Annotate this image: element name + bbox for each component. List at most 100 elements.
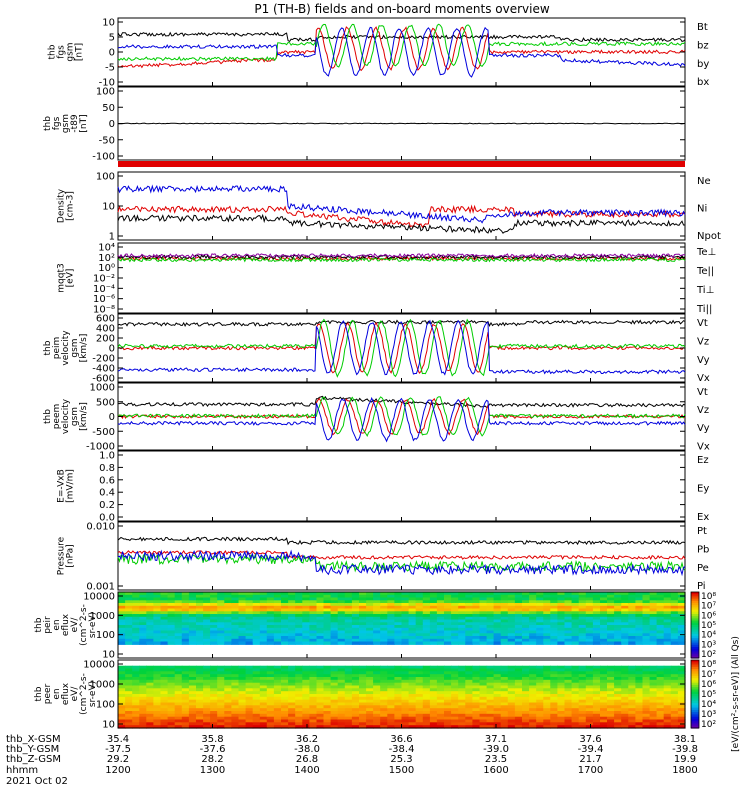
- heatmap-cell: [238, 722, 247, 726]
- heatmap-cell: [344, 722, 353, 726]
- heatmap-cell: [146, 705, 154, 709]
- heatmap-cell: [600, 668, 608, 672]
- heatmap-cell: [160, 713, 169, 718]
- heatmap-cell: [522, 696, 530, 701]
- heatmap-cell: [259, 685, 268, 689]
- heatmap-cell: [167, 668, 176, 672]
- heatmap-cell: [479, 611, 488, 615]
- heatmap-cell: [592, 677, 601, 681]
- heatmap-cell: [139, 625, 147, 629]
- heatmap-cell: [167, 711, 176, 715]
- heatmap-cell: [444, 691, 452, 695]
- heatmap-cell: [550, 603, 558, 607]
- heatmap-cell: [366, 725, 374, 729]
- heatmap-cell: [295, 608, 303, 612]
- legend-entry: Bt: [697, 22, 708, 33]
- heatmap-cell: [330, 696, 339, 701]
- x-tick-label: -39.8: [672, 744, 698, 755]
- heatmap-cell: [160, 592, 169, 596]
- heatmap-cell: [436, 685, 445, 689]
- heatmap-cell: [125, 594, 133, 599]
- heatmap-cell: [153, 616, 162, 621]
- heatmap-cell: [387, 614, 395, 618]
- heatmap-cell: [316, 600, 325, 604]
- heatmap-cell: [224, 696, 232, 701]
- heatmap-cell: [252, 699, 261, 704]
- heatmap-cell: [359, 713, 367, 718]
- heatmap-cell: [238, 594, 247, 599]
- heatmap-cell: [373, 594, 381, 599]
- heatmap-cell: [543, 694, 551, 698]
- colorbar-tick-label: 10⁶: [701, 680, 716, 690]
- heatmap-cell: [118, 616, 126, 621]
- heatmap-cell: [451, 627, 459, 632]
- heatmap-cell: [571, 636, 580, 640]
- heatmap-cell: [351, 702, 360, 706]
- heatmap-cell: [600, 603, 608, 607]
- heatmap-cell: [266, 622, 275, 626]
- trace-Vy: [117, 318, 686, 378]
- heatmap-cell: [387, 694, 395, 698]
- heatmap-cell: [649, 603, 658, 607]
- heatmap-cell: [571, 600, 580, 604]
- heatmap-cell: [458, 614, 466, 618]
- heatmap-cell: [536, 611, 544, 615]
- heatmap-cell: [564, 719, 573, 723]
- heatmap-cell: [273, 633, 282, 637]
- heatmap-cell: [600, 641, 608, 645]
- heatmap-cell: [160, 625, 169, 629]
- heatmap-cell: [656, 594, 665, 599]
- heatmap-cell: [316, 603, 325, 607]
- heatmap-cell: [196, 594, 204, 599]
- heatmap-cell: [281, 674, 289, 678]
- y-tick-label: 0.0: [99, 513, 115, 524]
- heatmap-cell: [125, 597, 133, 601]
- heatmap-cell: [628, 614, 636, 618]
- heatmap-cell: [323, 600, 332, 604]
- heatmap-cell: [479, 702, 488, 706]
- heatmap-cell: [316, 622, 325, 626]
- heatmap-cell: [196, 605, 204, 610]
- heatmap-cell: [125, 691, 133, 695]
- heatmap-cell: [288, 699, 296, 704]
- heatmap-cell: [663, 611, 672, 615]
- heatmap-cell: [295, 614, 303, 618]
- heatmap-cell: [281, 636, 289, 640]
- heatmap-cell: [408, 630, 417, 634]
- heatmap-cell: [564, 625, 573, 629]
- heatmap-cell: [373, 674, 381, 678]
- heatmap-cell: [585, 627, 594, 632]
- heatmap-cell: [677, 597, 686, 601]
- heatmap-cell: [663, 725, 672, 729]
- heatmap-cell: [231, 671, 240, 675]
- heatmap-cell: [614, 719, 622, 723]
- heatmap-cell: [444, 614, 452, 618]
- heatmap-cell: [238, 592, 247, 596]
- heatmap-cell: [203, 691, 211, 695]
- heatmap-cell: [479, 713, 488, 718]
- heatmap-cell: [564, 679, 573, 684]
- heatmap-cell: [628, 603, 636, 607]
- heatmap-cell: [500, 597, 509, 601]
- y-label-line: [km/s]: [79, 334, 89, 363]
- heatmap-cell: [465, 688, 473, 692]
- heatmap-cell: [429, 722, 438, 726]
- heatmap-cell: [366, 719, 374, 723]
- heatmap-cell: [302, 611, 310, 615]
- heatmap-cell: [316, 674, 325, 678]
- heatmap-cell: [344, 633, 353, 637]
- heatmap-cell: [607, 694, 615, 698]
- heatmap-cell: [188, 614, 197, 618]
- heatmap-cell: [203, 682, 211, 687]
- heatmap-cell: [529, 685, 537, 689]
- heatmap-cell: [273, 665, 282, 670]
- heatmap-cell: [323, 592, 332, 596]
- heatmap-cell: [642, 725, 651, 729]
- heatmap-cell: [359, 725, 367, 729]
- heatmap-cell: [316, 685, 325, 689]
- heatmap-cell: [366, 679, 374, 684]
- heatmap-cell: [514, 597, 523, 601]
- heatmap-cell: [514, 668, 523, 672]
- heatmap-cell: [288, 633, 296, 637]
- heatmap-cell: [188, 665, 197, 670]
